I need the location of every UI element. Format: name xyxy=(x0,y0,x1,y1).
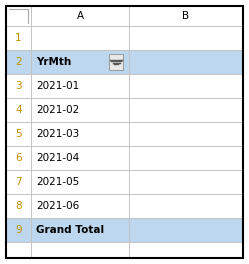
Bar xyxy=(6,194,31,218)
Text: 7: 7 xyxy=(15,177,22,187)
Text: 6: 6 xyxy=(15,153,22,163)
Bar xyxy=(31,26,129,50)
Bar xyxy=(31,122,129,146)
Bar xyxy=(129,242,243,258)
Bar xyxy=(31,218,129,242)
Bar xyxy=(31,194,129,218)
Text: 3: 3 xyxy=(15,81,22,91)
Bar xyxy=(6,50,31,74)
Text: 2021-03: 2021-03 xyxy=(36,129,79,139)
Text: 8: 8 xyxy=(15,201,22,211)
Text: A: A xyxy=(76,11,84,21)
Bar xyxy=(6,170,31,194)
Bar xyxy=(6,218,31,242)
Bar xyxy=(31,74,129,98)
Bar xyxy=(109,54,123,70)
Bar xyxy=(31,170,129,194)
Text: Grand Total: Grand Total xyxy=(36,225,104,235)
Bar xyxy=(129,170,243,194)
Text: 5: 5 xyxy=(15,129,22,139)
Bar xyxy=(31,98,129,122)
Bar xyxy=(129,146,243,170)
Bar xyxy=(6,146,31,170)
Bar xyxy=(129,194,243,218)
Bar xyxy=(31,6,129,26)
Text: 1: 1 xyxy=(15,33,22,43)
Text: 2021-06: 2021-06 xyxy=(36,201,79,211)
Bar xyxy=(31,242,129,258)
Bar xyxy=(6,74,31,98)
Text: 4: 4 xyxy=(15,105,22,115)
Bar xyxy=(6,122,31,146)
Text: 2021-04: 2021-04 xyxy=(36,153,79,163)
Bar xyxy=(129,50,243,74)
Bar xyxy=(31,146,129,170)
Bar xyxy=(6,242,31,258)
Bar xyxy=(129,74,243,98)
Bar xyxy=(129,218,243,242)
Bar xyxy=(6,98,31,122)
Text: 2021-02: 2021-02 xyxy=(36,105,79,115)
Text: 2021-01: 2021-01 xyxy=(36,81,79,91)
Text: YrMth: YrMth xyxy=(36,57,71,67)
Bar xyxy=(31,50,129,74)
Text: 2021-05: 2021-05 xyxy=(36,177,79,187)
Bar xyxy=(129,26,243,50)
Text: 2: 2 xyxy=(15,57,22,67)
Bar xyxy=(6,26,31,50)
Text: 9: 9 xyxy=(15,225,22,235)
Bar xyxy=(129,122,243,146)
Bar xyxy=(6,6,31,26)
Text: B: B xyxy=(183,11,189,21)
Bar xyxy=(129,98,243,122)
Bar xyxy=(129,6,243,26)
